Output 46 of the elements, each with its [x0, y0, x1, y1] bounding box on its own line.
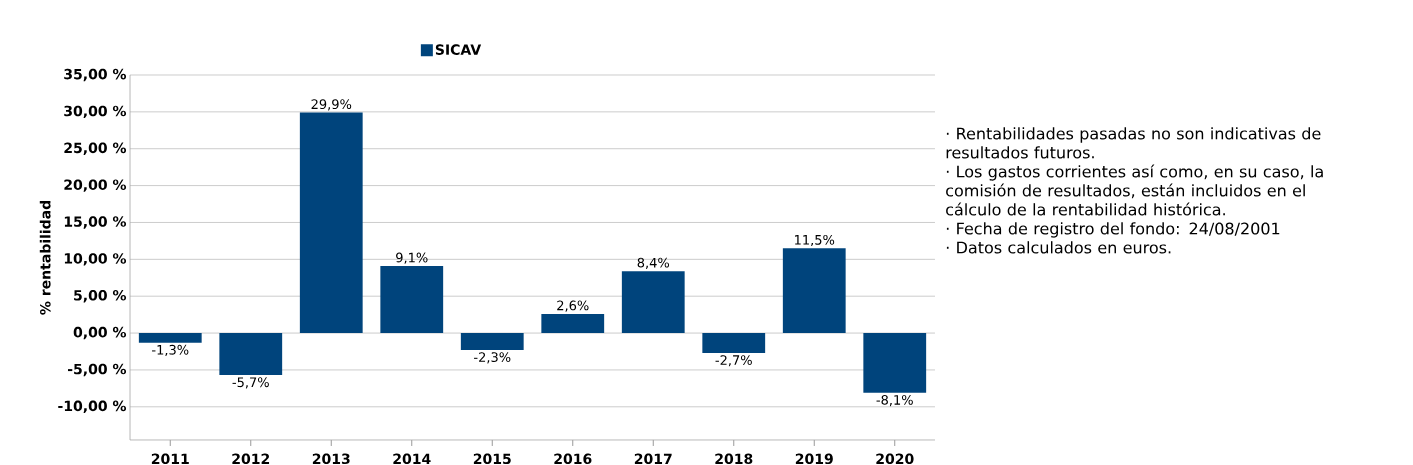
y-tick-label: 35,00 %: [64, 68, 127, 82]
bar: [782, 248, 846, 334]
bar: [299, 112, 363, 334]
data-label: 11,5%: [795, 234, 835, 247]
bar: [702, 333, 766, 353]
x-tick-label: 2018: [715, 453, 753, 465]
data-label: 8,4%: [637, 257, 670, 269]
bar: [380, 265, 444, 334]
data-label: 9,1%: [396, 252, 428, 264]
y-tick-label: 5,00 %: [74, 290, 127, 303]
x-tick-label: 2016: [554, 453, 592, 465]
x-tick-label: 2013: [312, 453, 350, 465]
x-tick-label: 2011: [151, 453, 189, 465]
y-tick-label: 0,00 %: [73, 326, 127, 340]
y-tick-label: 15,00 %: [64, 216, 127, 229]
bar: [219, 333, 283, 376]
y-tick-label: 25,00 %: [64, 142, 127, 155]
text: · Los gastos corrientes así como, en su caso, la comisión de resultados, están incluidos en el cálculo de la rentabilidad histórica.: [946, 164, 1323, 216]
data-label: -2,3%: [474, 352, 511, 364]
y-tick-label: 20,00 %: [64, 179, 127, 192]
bar: [621, 271, 685, 334]
data-label: -5,7%: [232, 377, 269, 389]
text: · Datos calculados en euros.: [946, 241, 1171, 254]
x-tick-label: 2017: [634, 453, 672, 465]
data-label: 2,6%: [557, 300, 589, 312]
x-tick-label: 2014: [393, 453, 431, 465]
y-tick-label: -10,00 %: [58, 400, 127, 413]
y-tick-label: 10,00 %: [64, 253, 127, 266]
bar: [460, 333, 524, 351]
x-tick-label: 2019: [795, 453, 833, 465]
x-tick-label: 2020: [876, 453, 914, 465]
y-axis-title: % rentabilidad: [39, 200, 51, 315]
bar: [138, 333, 202, 343]
legend-label: SICAV: [435, 44, 482, 55]
y-tick-label: -5,00 %: [67, 363, 127, 377]
data-label: -2,7%: [715, 355, 752, 367]
bar: [863, 333, 927, 393]
data-label: -1,3%: [152, 344, 189, 357]
y-tick-label: 30,00 %: [64, 105, 127, 119]
data-label: -8,1%: [876, 395, 913, 407]
text: · Fecha de registro del fondo: 24/08/2001: [946, 222, 1280, 238]
x-tick-label: 2012: [232, 453, 270, 465]
text: · Rentabilidades pasadas no son indicativas de resultados futuros.: [946, 127, 1321, 159]
x-tick-label: 2015: [473, 453, 511, 465]
data-label: 29,9%: [311, 99, 352, 111]
bar: [541, 313, 605, 334]
